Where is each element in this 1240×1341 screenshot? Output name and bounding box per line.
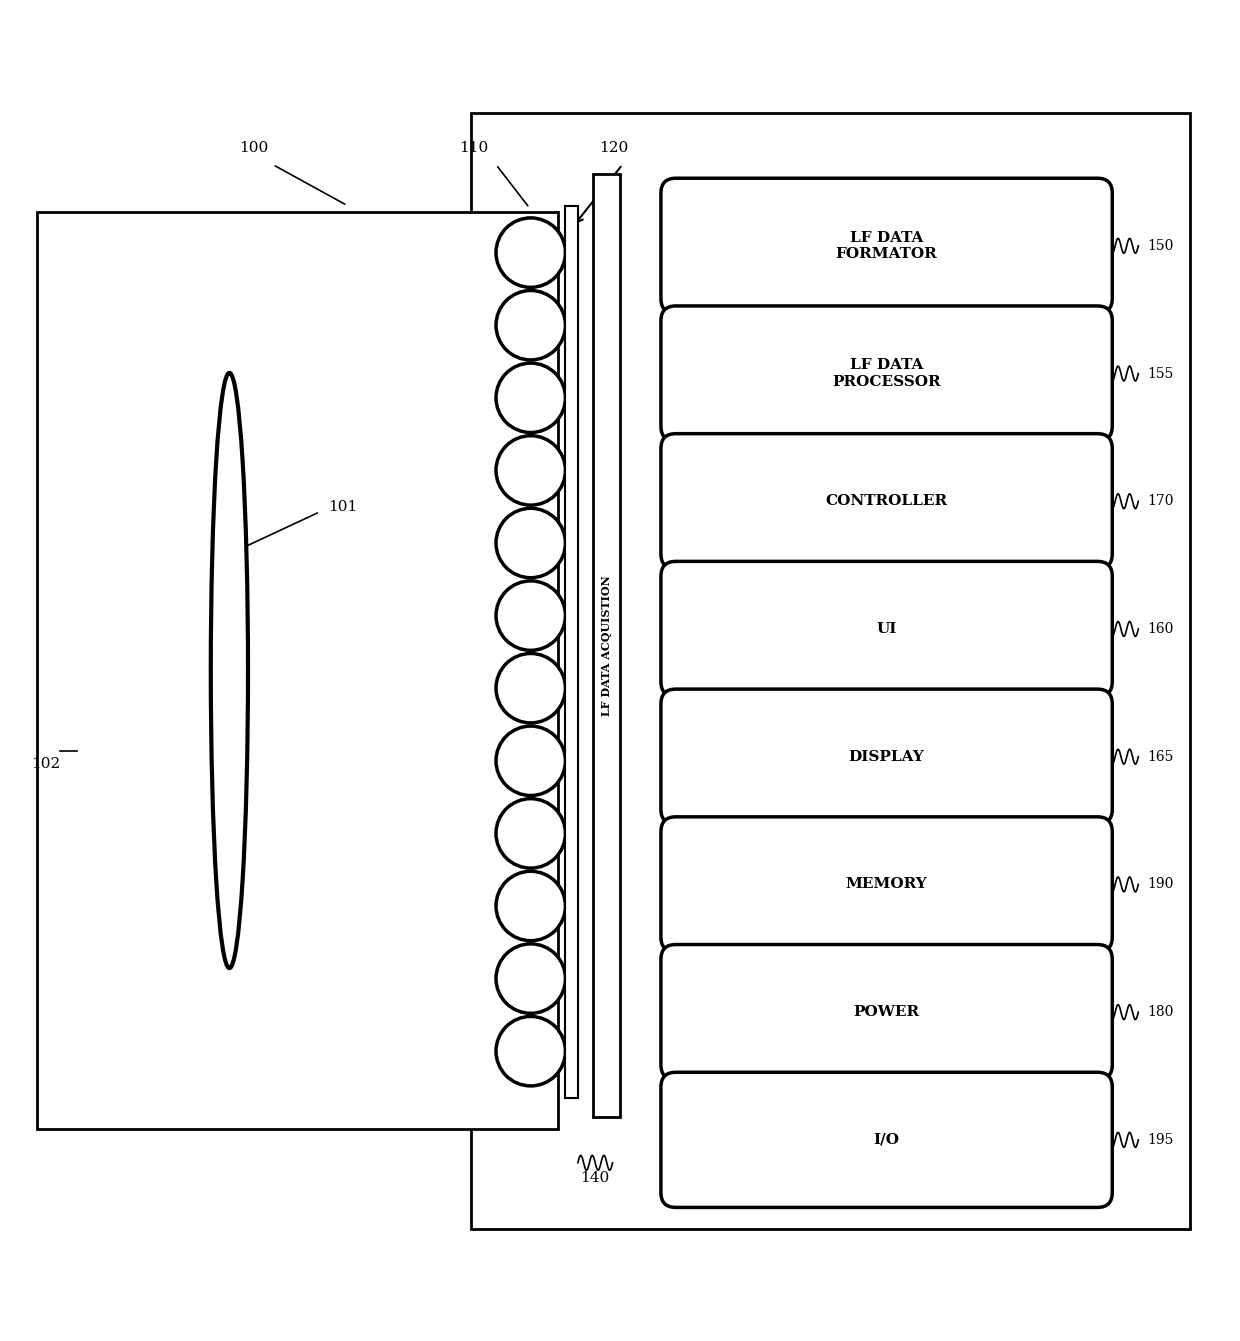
Text: 110: 110: [459, 141, 489, 154]
Text: 155: 155: [1147, 366, 1173, 381]
Circle shape: [496, 944, 565, 1014]
FancyBboxPatch shape: [37, 212, 558, 1129]
Text: 170: 170: [1147, 495, 1173, 508]
Text: 165: 165: [1147, 750, 1173, 763]
Text: 102: 102: [31, 756, 61, 771]
FancyBboxPatch shape: [661, 562, 1112, 696]
FancyBboxPatch shape: [661, 689, 1112, 825]
Text: 140: 140: [580, 1172, 610, 1185]
Text: 120: 120: [599, 141, 629, 154]
FancyBboxPatch shape: [661, 306, 1112, 441]
FancyBboxPatch shape: [661, 178, 1112, 314]
Bar: [593, 174, 620, 1117]
Circle shape: [496, 725, 565, 795]
FancyBboxPatch shape: [661, 1073, 1112, 1207]
Text: LF DATA
FORMATOR: LF DATA FORMATOR: [836, 231, 937, 261]
FancyBboxPatch shape: [661, 944, 1112, 1080]
Text: MEMORY: MEMORY: [846, 877, 928, 892]
Text: 180: 180: [1147, 1006, 1173, 1019]
FancyBboxPatch shape: [661, 817, 1112, 952]
Circle shape: [496, 363, 565, 433]
Circle shape: [496, 436, 565, 506]
Text: POWER: POWER: [853, 1006, 920, 1019]
Circle shape: [496, 217, 565, 287]
Circle shape: [496, 1016, 565, 1086]
Text: 150: 150: [1147, 239, 1173, 253]
Circle shape: [496, 291, 565, 359]
FancyBboxPatch shape: [661, 433, 1112, 569]
Text: DISPLAY: DISPLAY: [848, 750, 925, 763]
Text: 195: 195: [1147, 1133, 1173, 1147]
Text: UI: UI: [877, 622, 897, 636]
Circle shape: [496, 508, 565, 578]
Text: 190: 190: [1147, 877, 1173, 892]
Circle shape: [496, 872, 565, 940]
Bar: [565, 205, 578, 1098]
Circle shape: [496, 581, 565, 650]
Text: LF DATA
PROCESSOR: LF DATA PROCESSOR: [832, 358, 941, 389]
FancyBboxPatch shape: [471, 113, 1190, 1228]
Text: I/O: I/O: [874, 1133, 899, 1147]
Text: 160: 160: [1147, 622, 1173, 636]
Text: 100: 100: [239, 141, 269, 154]
Ellipse shape: [211, 373, 248, 968]
Text: LF DATA ACQUISTION: LF DATA ACQUISTION: [601, 575, 611, 716]
Text: 101: 101: [329, 500, 358, 514]
Circle shape: [496, 799, 565, 868]
Circle shape: [496, 653, 565, 723]
Text: CONTROLLER: CONTROLLER: [826, 495, 947, 508]
